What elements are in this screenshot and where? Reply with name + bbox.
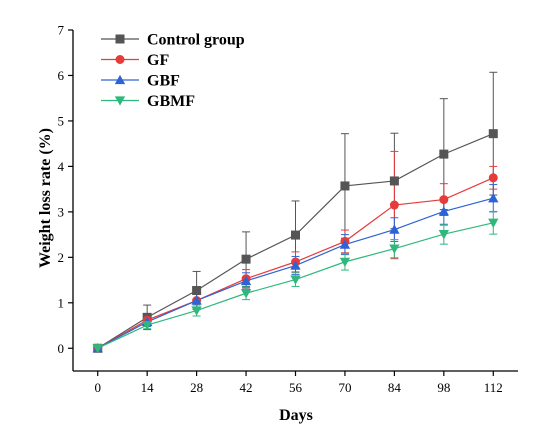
x-tick-label: 98 bbox=[437, 380, 450, 395]
data-point bbox=[389, 176, 399, 186]
y-tick-label: 7 bbox=[58, 23, 65, 38]
y-tick-label: 6 bbox=[58, 68, 65, 83]
y-tick-label: 1 bbox=[58, 295, 65, 310]
y-axis-title: Weight loss rate (%) bbox=[37, 128, 54, 268]
legend-label: GBMF bbox=[147, 93, 195, 110]
data-point bbox=[389, 200, 399, 210]
data-point bbox=[192, 286, 202, 296]
legend-entry: GBF bbox=[101, 73, 180, 90]
data-point bbox=[438, 206, 450, 216]
legend-entry: GBMF bbox=[101, 93, 195, 110]
legend-marker bbox=[115, 55, 125, 64]
markers-group bbox=[92, 129, 499, 354]
data-point bbox=[141, 320, 153, 331]
data-point bbox=[339, 257, 351, 268]
legend-marker bbox=[114, 96, 126, 106]
data-point bbox=[488, 173, 498, 183]
data-point bbox=[290, 275, 301, 285]
x-tick-label: 42 bbox=[240, 380, 253, 395]
data-point bbox=[191, 306, 202, 316]
y-tick-label: 3 bbox=[58, 204, 65, 219]
x-tick-label: 56 bbox=[289, 380, 303, 395]
legend-entry: GF bbox=[101, 52, 169, 69]
legend-entry: Control group bbox=[101, 32, 245, 49]
data-point bbox=[439, 149, 449, 159]
legend-label: GF bbox=[147, 52, 169, 69]
x-tick-label: 84 bbox=[388, 380, 402, 395]
data-point bbox=[438, 230, 450, 240]
data-point bbox=[291, 230, 300, 240]
y-tick-label: 0 bbox=[58, 341, 65, 356]
x-axis-title: Days bbox=[279, 407, 313, 424]
data-point bbox=[241, 254, 251, 264]
data-point bbox=[439, 195, 449, 205]
data-point bbox=[290, 260, 301, 270]
data-point bbox=[240, 289, 252, 299]
data-point bbox=[389, 224, 400, 234]
data-point bbox=[488, 193, 499, 203]
x-tick-label: 0 bbox=[94, 380, 101, 395]
data-point bbox=[191, 295, 202, 305]
data-point bbox=[339, 239, 351, 249]
y-tick-label: 4 bbox=[58, 159, 65, 174]
data-point bbox=[488, 218, 499, 228]
legend: Control group GF GBF GBMF bbox=[101, 32, 245, 110]
legend-label: GBF bbox=[147, 73, 180, 90]
data-point bbox=[240, 275, 252, 286]
x-tick-label: 112 bbox=[484, 380, 503, 395]
data-point bbox=[340, 181, 350, 191]
x-tick-label: 28 bbox=[190, 380, 203, 395]
data-point bbox=[389, 244, 400, 254]
data-point bbox=[92, 344, 103, 354]
error-bars-group bbox=[93, 71, 498, 350]
legend-label: Control group bbox=[147, 32, 245, 49]
x-tick-label: 70 bbox=[338, 380, 351, 395]
x-tick-label: 14 bbox=[141, 380, 155, 395]
legend-marker bbox=[115, 34, 125, 44]
legend-marker bbox=[114, 74, 126, 85]
y-tick-label: 2 bbox=[58, 250, 65, 265]
data-point bbox=[488, 129, 498, 139]
y-tick-label: 5 bbox=[58, 113, 65, 128]
